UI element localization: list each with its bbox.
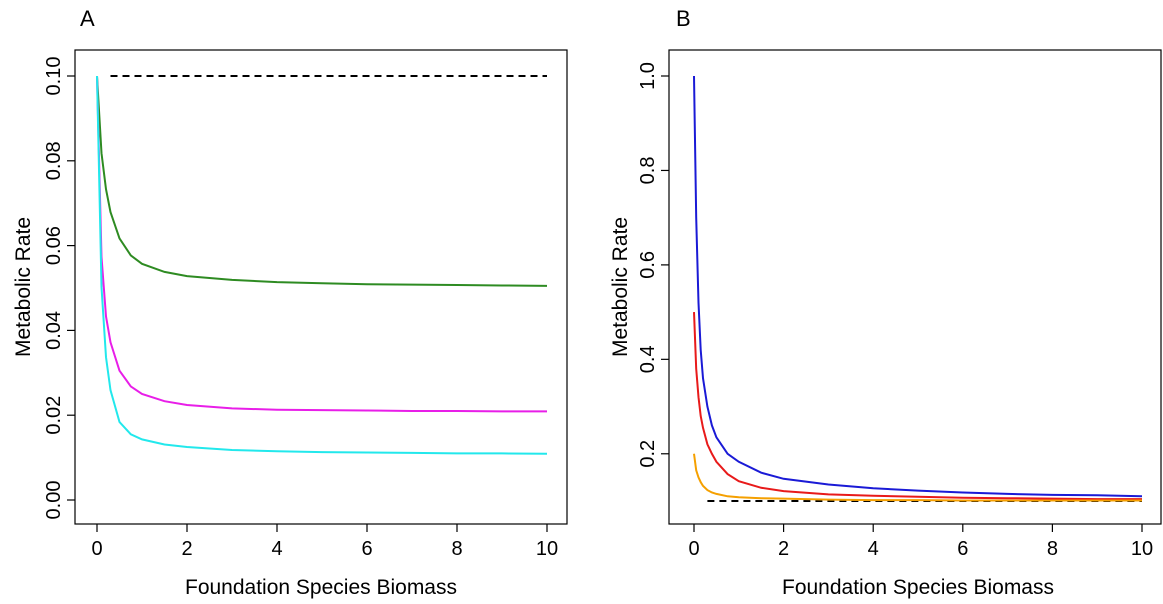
panel-b-label: B — [676, 6, 691, 31]
x-tick-label: 4 — [271, 538, 282, 560]
series-line — [96, 75, 548, 287]
panel-b-x-axis-title: Foundation Species Biomass — [782, 576, 1054, 599]
x-tick-label: 2 — [778, 538, 789, 560]
panel-a-ticks: 0 2 4 6 8 10 0.00 0.02 0.04 0.06 0.08 0.10 — [43, 57, 558, 560]
y-tick-label: 0.4 — [637, 345, 659, 373]
x-tick-label: 8 — [451, 538, 462, 560]
y-tick-label: 0.02 — [43, 396, 65, 435]
panel-b-plot-frame — [668, 49, 1162, 525]
panel-b: B Foundation Species Biomass Metabolic R… — [609, 6, 1162, 599]
panel-b-ticks: 0 2 4 6 8 10 0.2 0.4 0.6 0.8 1.0 — [637, 62, 1153, 560]
panel-a-y-axis-title: Metabolic Rate — [12, 217, 35, 357]
y-tick-label: 0.06 — [43, 226, 65, 265]
x-tick-label: 6 — [361, 538, 372, 560]
series-line — [693, 453, 1142, 502]
panel-b-series — [693, 75, 1143, 502]
x-tick-label: 6 — [957, 538, 968, 560]
series-line — [96, 75, 547, 413]
x-tick-label: 4 — [868, 538, 879, 560]
series-line — [693, 312, 1142, 501]
x-tick-label: 0 — [91, 538, 102, 560]
panel-a-series — [96, 75, 548, 455]
y-tick-label: 0.10 — [43, 57, 65, 96]
panel-a-x-axis-title: Foundation Species Biomass — [185, 576, 457, 599]
y-tick-label: 0.2 — [637, 440, 659, 468]
y-tick-label: 0.08 — [43, 141, 65, 180]
x-tick-label: 10 — [1131, 538, 1153, 560]
series-line — [693, 75, 1143, 498]
y-tick-label: 0.04 — [43, 311, 65, 350]
panel-a: A Foundation Species Biomass Metabolic R… — [12, 6, 568, 599]
x-tick-label: 0 — [688, 538, 699, 560]
x-tick-label: 8 — [1047, 538, 1058, 560]
x-tick-label: 2 — [181, 538, 192, 560]
panel-a-label: A — [80, 6, 95, 31]
y-tick-label: 0.00 — [43, 481, 65, 520]
panel-a-plot-frame — [74, 49, 568, 525]
y-tick-label: 0.8 — [637, 157, 659, 185]
series-line — [96, 75, 548, 455]
y-tick-label: 1.0 — [637, 62, 659, 90]
y-tick-label: 0.6 — [637, 251, 659, 279]
x-tick-label: 10 — [536, 538, 558, 560]
panel-b-y-axis-title: Metabolic Rate — [609, 217, 632, 357]
